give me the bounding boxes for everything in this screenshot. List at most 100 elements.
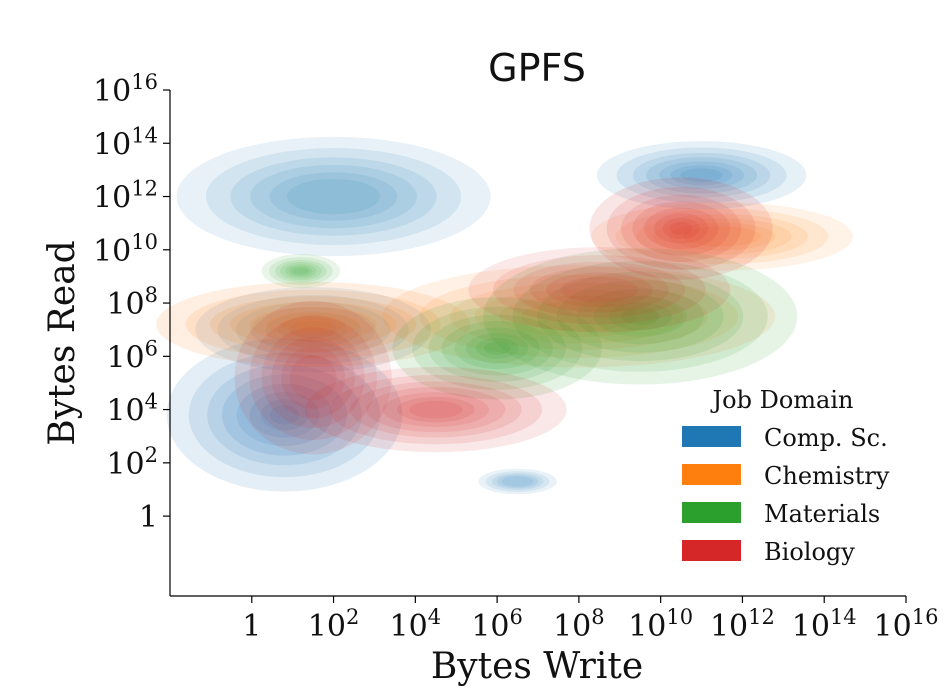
density-level (669, 222, 693, 235)
density-level (188, 352, 381, 478)
density-level (468, 247, 731, 333)
density-level (279, 262, 322, 281)
density-level (659, 161, 745, 190)
density-level (636, 214, 808, 259)
density-level (560, 277, 639, 303)
density-level (249, 315, 377, 440)
density-level (289, 266, 313, 277)
density-level (207, 364, 362, 466)
x-tick-label: 1014 (792, 605, 857, 644)
density-level (419, 274, 739, 358)
density-level (268, 257, 333, 285)
density-level (621, 194, 742, 263)
density-level (632, 152, 771, 198)
density-level (556, 280, 724, 353)
legend-swatch (682, 426, 741, 447)
density-level (589, 177, 773, 280)
legend-label: Comp. Sc. (764, 424, 888, 452)
density-level (185, 289, 441, 359)
y-tick-label: 104 (106, 390, 158, 429)
density-level (512, 260, 768, 372)
density-level (281, 315, 346, 334)
density-level (349, 381, 522, 438)
density-level (195, 287, 431, 373)
density-level (329, 374, 543, 445)
density-level (278, 317, 349, 343)
y-tick-label: 106 (106, 336, 158, 375)
y-axis-title: Bytes Read (42, 240, 83, 445)
density-level (156, 281, 471, 367)
density-level (382, 265, 776, 368)
density-level (680, 168, 723, 183)
x-tick-label: 1012 (710, 605, 775, 644)
density-level (466, 333, 529, 364)
y-tick-label: 1010 (93, 230, 158, 269)
legend-items: Comp. Sc. Chemistry Materials Biology (682, 424, 890, 566)
density-level (289, 321, 338, 339)
density-level (668, 222, 776, 251)
density-level (483, 248, 798, 385)
density-level (450, 282, 708, 350)
density-level (652, 218, 792, 255)
density-level (166, 338, 403, 492)
legend-swatch (682, 464, 741, 485)
density-level (275, 259, 327, 283)
density-level (596, 141, 807, 210)
y-tick-label: 1014 (93, 123, 158, 162)
y-tick-label: 1016 (93, 70, 158, 109)
density-level (176, 136, 491, 257)
chart-title: GPFS (488, 46, 586, 90)
density-level (645, 157, 758, 194)
density-level (484, 341, 511, 355)
legend-label: Materials (764, 500, 880, 528)
density-level (616, 147, 787, 203)
density-level (249, 307, 377, 342)
axes: 1 102 104 106 108 1010 1012 1014 1016 1 102 104 106… (93, 70, 938, 644)
density-level (493, 255, 706, 325)
density-level (478, 468, 557, 495)
density-level (608, 302, 673, 331)
density-level (683, 226, 761, 247)
density-level (265, 312, 361, 347)
density-level (501, 476, 534, 487)
density-level (491, 473, 544, 490)
density-level (496, 474, 539, 489)
x-axis-title: Bytes Write (431, 646, 643, 687)
density-level (236, 383, 333, 447)
density-level (269, 405, 300, 425)
density-series-2 (261, 248, 798, 400)
density-level (261, 254, 341, 289)
density-level (229, 301, 397, 347)
x-tick-label: 108 (553, 605, 605, 644)
density-level (499, 295, 659, 338)
legend: Job Domain Comp. Sc. Chemistry Materials Bi… (682, 386, 890, 566)
legend-label: Biology (764, 538, 855, 566)
density-level (235, 301, 391, 358)
density-level (529, 267, 669, 313)
density-level (620, 307, 660, 325)
density-level (485, 471, 550, 492)
density-series-1 (156, 202, 853, 368)
density-level (261, 327, 365, 428)
density-level (546, 272, 653, 308)
density-level (392, 297, 602, 400)
legend-swatch (682, 502, 741, 523)
density-level (591, 202, 853, 271)
density-level (269, 172, 398, 221)
density-level (281, 346, 346, 409)
density-level (382, 392, 489, 427)
density-level (662, 218, 700, 239)
legend-title: Job Domain (710, 386, 854, 414)
x-tick-label: 106 (471, 605, 523, 644)
y-tick-label: 1012 (93, 177, 158, 216)
x-tick-label: 104 (390, 605, 442, 644)
density-level (289, 354, 337, 401)
y-tick-label: 1 (139, 500, 158, 535)
density-level (210, 296, 417, 353)
density-level (286, 178, 381, 215)
x-tick-label: 1016 (874, 605, 939, 644)
density-level (250, 164, 417, 229)
density-series-0 (166, 136, 807, 495)
density-level (428, 314, 566, 382)
